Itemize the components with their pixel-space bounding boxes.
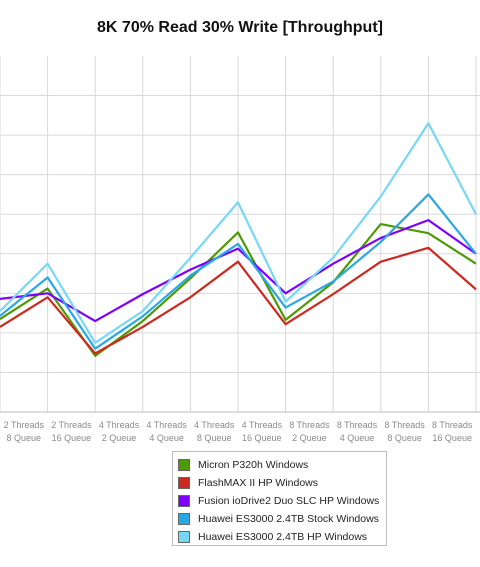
series-line [0,122,477,344]
legend-item: Fusion ioDrive2 Duo SLC HP Windows [178,492,386,510]
x-tick-label: 8 Queue [387,433,422,443]
x-tick-label: 2 Threads [51,420,92,430]
x-tick-label: 4 Threads [242,420,283,430]
x-tick-label: 8 Threads [432,420,473,430]
legend-swatch [178,531,190,543]
x-tick-label: 4 Threads [194,420,235,430]
x-tick-label: 4 Threads [146,420,187,430]
x-tick-label: 16 Queue [52,433,92,443]
x-tick-label: 16 Queue [242,433,282,443]
x-tick-label: 8 Queue [7,433,42,443]
x-tick-label: 8 Threads [337,420,378,430]
legend-label: Huawei ES3000 2.4TB HP Windows [198,531,368,543]
x-tick-label: 2 Queue [102,433,137,443]
legend-swatch [178,495,190,507]
x-tick-label: 16 Queue [432,433,472,443]
legend-label: Huawei ES3000 2.4TB Stock Windows [198,513,379,525]
legend-item: Huawei ES3000 2.4TB Stock Windows [178,510,386,528]
x-tick-label: 2 Queue [292,433,327,443]
x-tick-label: 2 Threads [4,420,45,430]
legend-swatch [178,459,190,471]
legend-label: Micron P320h Windows [198,459,309,471]
chart-title: 8K 70% Read 30% Write [Throughput] [97,19,383,36]
legend-item: Huawei ES3000 2.4TB HP Windows [178,528,386,546]
legend-item: FlashMAX II HP Windows [178,474,386,492]
series-line [0,219,477,323]
series-lines [0,122,477,357]
legend-item: Micron P320h Windows [178,456,386,474]
legend-swatch [178,513,190,525]
x-tick-label: 8 Threads [289,420,330,430]
x-tick-labels: 2 Threads 8 Queue 2 Threads 16 Queue 4 Threa… [4,420,473,443]
legend-label: Fusion ioDrive2 Duo SLC HP Windows [198,495,380,507]
x-tick-label: 4 Threads [99,420,140,430]
legend: Micron P320h Windows FlashMAX II HP Windo… [172,451,387,546]
legend-swatch [178,477,190,489]
legend-label: FlashMAX II HP Windows [198,477,319,489]
series-line [0,246,477,355]
x-tick-label: 8 Threads [384,420,425,430]
x-tick-label: 8 Queue [197,433,232,443]
x-tick-label: 4 Queue [149,433,184,443]
series-line [0,193,477,350]
x-tick-label: 4 Queue [340,433,375,443]
